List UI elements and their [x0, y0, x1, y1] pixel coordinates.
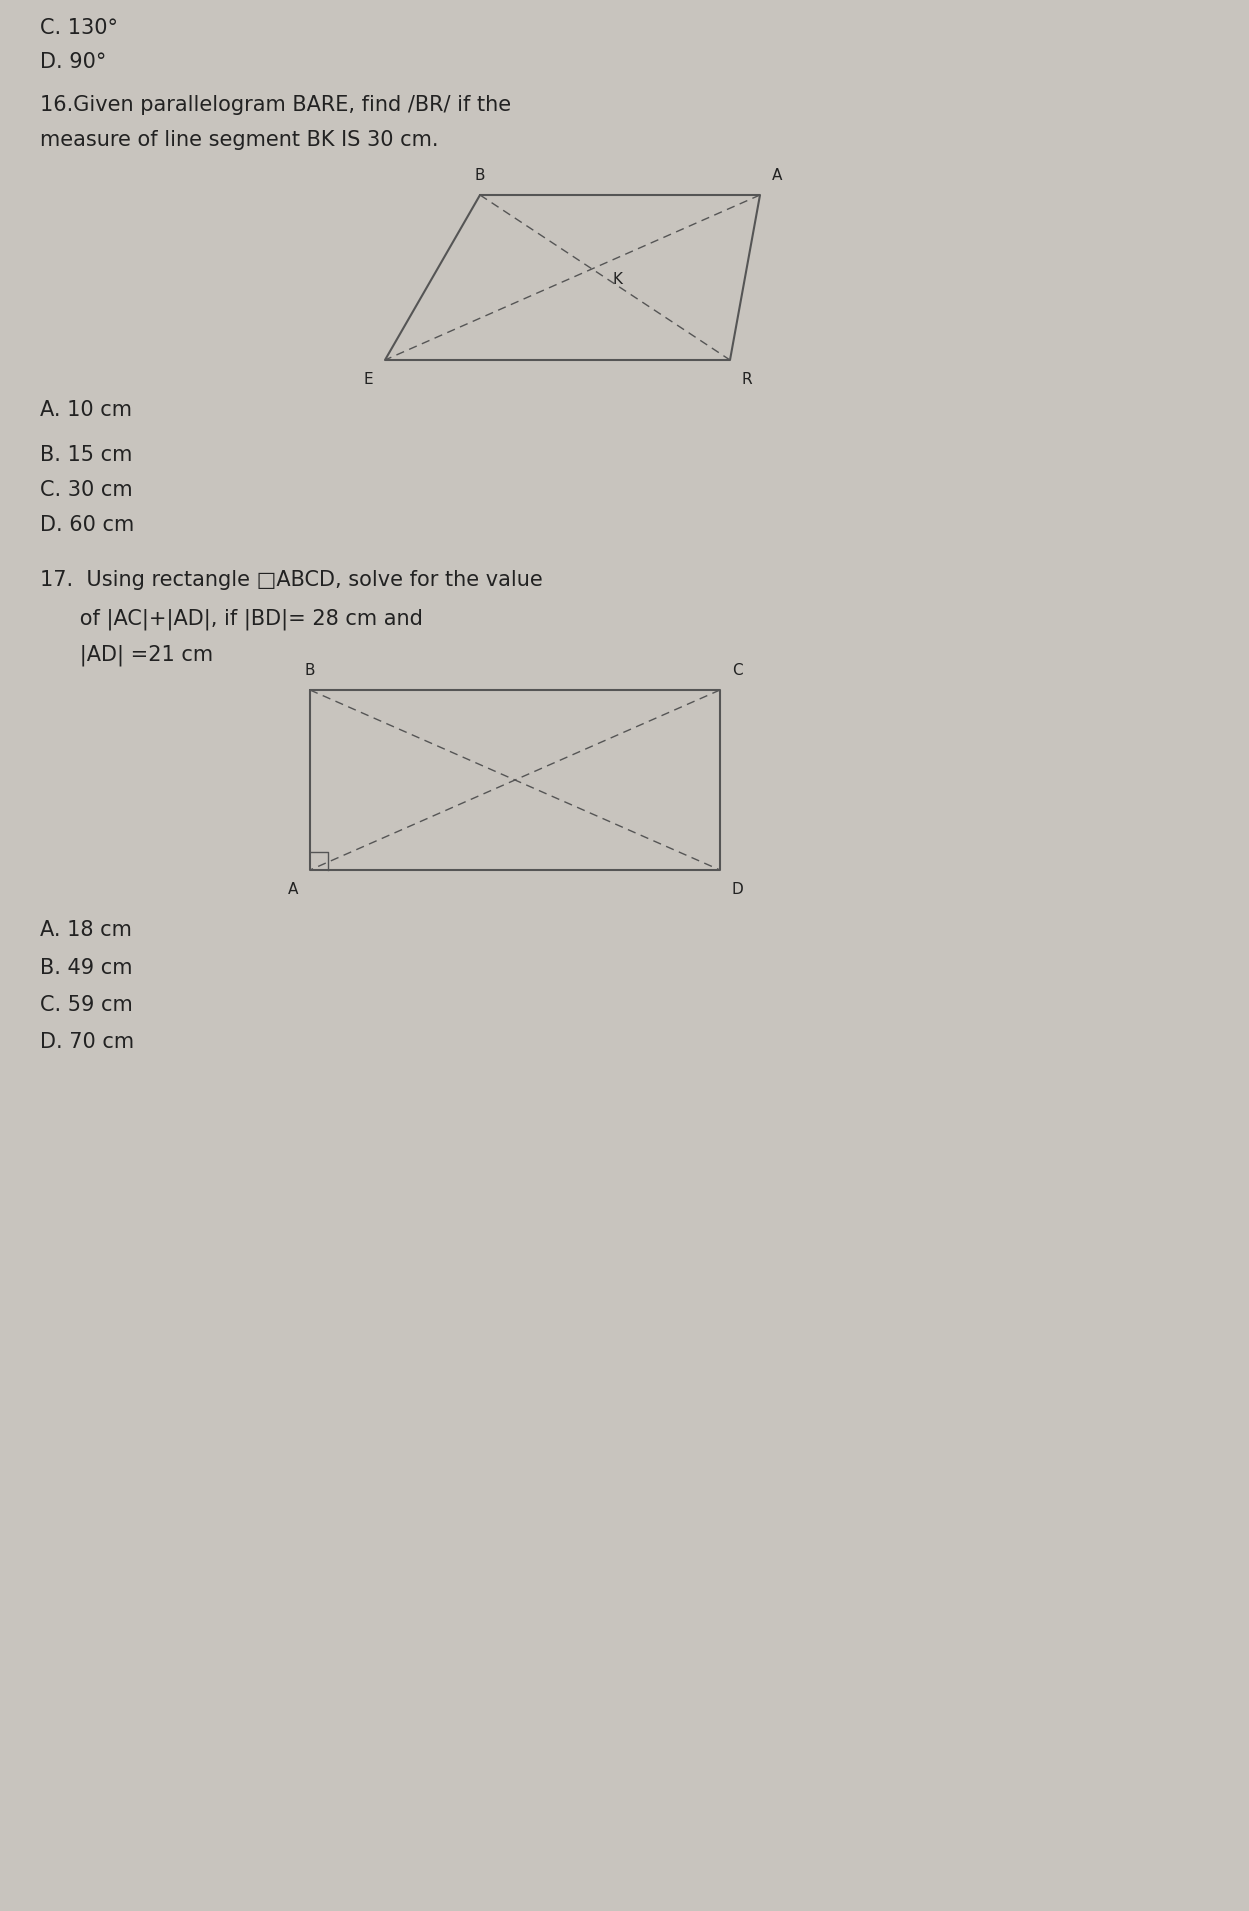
Text: R: R: [742, 373, 753, 388]
Text: C. 59 cm: C. 59 cm: [40, 996, 132, 1015]
Text: E: E: [363, 373, 373, 388]
Text: C. 130°: C. 130°: [40, 17, 117, 38]
Text: B: B: [305, 663, 315, 678]
Text: B: B: [475, 168, 486, 183]
Text: A: A: [287, 883, 299, 896]
Text: C: C: [732, 663, 743, 678]
Text: D: D: [732, 883, 743, 896]
Text: D. 60 cm: D. 60 cm: [40, 514, 134, 535]
Text: B. 15 cm: B. 15 cm: [40, 445, 132, 464]
Text: A. 10 cm: A. 10 cm: [40, 399, 132, 420]
Text: measure of line segment BK IS 30 cm.: measure of line segment BK IS 30 cm.: [40, 130, 438, 149]
Text: |AD| =21 cm: |AD| =21 cm: [40, 646, 214, 667]
Text: C. 30 cm: C. 30 cm: [40, 480, 132, 501]
Text: D. 90°: D. 90°: [40, 52, 106, 73]
Text: D. 70 cm: D. 70 cm: [40, 1032, 134, 1051]
Text: 16.Given parallelogram BARE, find /BR/ if the: 16.Given parallelogram BARE, find /BR/ i…: [40, 96, 511, 115]
Text: A: A: [772, 168, 782, 183]
Text: A. 18 cm: A. 18 cm: [40, 919, 132, 940]
Text: B. 49 cm: B. 49 cm: [40, 957, 132, 978]
Text: 17.  Using rectangle □ABCD, solve for the value: 17. Using rectangle □ABCD, solve for the…: [40, 569, 543, 590]
Text: K: K: [613, 273, 623, 287]
Text: of |AC|+|AD|, if |BD|= 28 cm and: of |AC|+|AD|, if |BD|= 28 cm and: [40, 608, 423, 629]
